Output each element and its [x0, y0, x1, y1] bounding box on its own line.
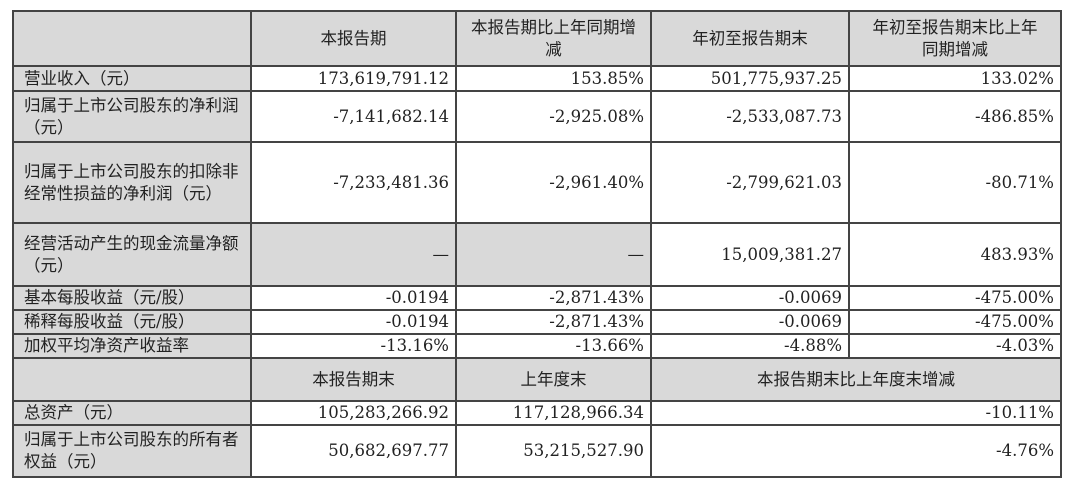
row-label: 营业收入（元） — [12, 65, 252, 92]
cell: -13.66% — [455, 333, 652, 359]
cell: -0.0069 — [650, 285, 850, 311]
row-label: 稀释每股收益（元/股） — [12, 309, 252, 335]
table-row: 经营活动产生的现金流量净额（元） — — 15,009,381.27 483.9… — [12, 222, 1062, 287]
row-label: 基本每股收益（元/股） — [12, 285, 252, 311]
cell: -4.03% — [848, 333, 1062, 359]
header-text: 本报告期比上年同期增减 — [471, 17, 636, 59]
row-label: 归属于上市公司股东的扣除非经常性损益的净利润（元） — [12, 141, 252, 224]
header-cell: 年初至报告期末 — [650, 10, 850, 67]
table-row: 归属于上市公司股东的净利润（元） -7,141,682.14 -2,925.08… — [12, 90, 1062, 143]
cell: 153.85% — [455, 65, 652, 92]
table-row: 基本每股收益（元/股） -0.0194 -2,871.43% -0.0069 -… — [12, 285, 1062, 311]
cell: -80.71% — [848, 141, 1062, 224]
cell: -4.88% — [650, 333, 850, 359]
table-row: 稀释每股收益（元/股） -0.0194 -2,871.43% -0.0069 -… — [12, 309, 1062, 335]
table-row: 营业收入（元） 173,619,791.12 153.85% 501,775,9… — [12, 65, 1062, 92]
financial-data-table: 本报告期 本报告期比上年同期增减 年初至报告期末 年初至报告期末比上年同期增减 … — [12, 10, 1062, 478]
cell: — — [455, 222, 652, 287]
header-cell: 本报告期比上年同期增减 — [455, 10, 652, 67]
table-row: 归属于上市公司股东的所有者权益（元） 50,682,697.77 53,215,… — [12, 424, 1062, 478]
row-label: 总资产（元） — [12, 400, 252, 426]
header-cell — [12, 10, 252, 67]
row-label: 加权平均净资产收益率 — [12, 333, 252, 359]
cell: -10.11% — [650, 400, 1062, 426]
header-row: 本报告期末 上年度末 本报告期末比上年度末增减 — [12, 357, 1062, 402]
cell: -2,871.43% — [455, 309, 652, 335]
cell: 50,682,697.77 — [250, 424, 457, 478]
cell: 15,009,381.27 — [650, 222, 850, 287]
header-text: 年初至报告期末比上年同期增减 — [872, 17, 1038, 59]
table-row: 总资产（元） 105,283,266.92 117,128,966.34 -10… — [12, 400, 1062, 426]
row-label: 经营活动产生的现金流量净额（元） — [12, 222, 252, 287]
cell: -2,925.08% — [455, 90, 652, 143]
row-label: 归属于上市公司股东的所有者权益（元） — [12, 424, 252, 478]
cell: 483.93% — [848, 222, 1062, 287]
cell: -0.0194 — [250, 309, 457, 335]
header-cell — [12, 357, 252, 402]
cell: -2,961.40% — [455, 141, 652, 224]
cell: 173,619,791.12 — [250, 65, 457, 92]
header-cell: 本报告期末比上年度末增减 — [650, 357, 1062, 402]
cell: -7,141,682.14 — [250, 90, 457, 143]
header-cell: 本报告期末 — [250, 357, 457, 402]
table-row: 归属于上市公司股东的扣除非经常性损益的净利润（元） -7,233,481.36 … — [12, 141, 1062, 224]
cell: 501,775,937.25 — [650, 65, 850, 92]
cell: -4.76% — [650, 424, 1062, 478]
cell: 117,128,966.34 — [455, 400, 652, 426]
cell: — — [250, 222, 457, 287]
cell: -2,871.43% — [455, 285, 652, 311]
cell: -13.16% — [250, 333, 457, 359]
cell: -475.00% — [848, 309, 1062, 335]
cell: -475.00% — [848, 285, 1062, 311]
cell: 53,215,527.90 — [455, 424, 652, 478]
cell: -0.0194 — [250, 285, 457, 311]
cell: 133.02% — [848, 65, 1062, 92]
row-label: 归属于上市公司股东的净利润（元） — [12, 90, 252, 143]
table-row: 加权平均净资产收益率 -13.16% -13.66% -4.88% -4.03% — [12, 333, 1062, 359]
cell: -2,799,621.03 — [650, 141, 850, 224]
header-cell: 年初至报告期末比上年同期增减 — [848, 10, 1062, 67]
cell: 105,283,266.92 — [250, 400, 457, 426]
cell: -486.85% — [848, 90, 1062, 143]
header-row: 本报告期 本报告期比上年同期增减 年初至报告期末 年初至报告期末比上年同期增减 — [12, 10, 1062, 67]
cell: -7,233,481.36 — [250, 141, 457, 224]
header-cell: 上年度末 — [455, 357, 652, 402]
header-cell: 本报告期 — [250, 10, 457, 67]
cell: -0.0069 — [650, 309, 850, 335]
cell: -2,533,087.73 — [650, 90, 850, 143]
